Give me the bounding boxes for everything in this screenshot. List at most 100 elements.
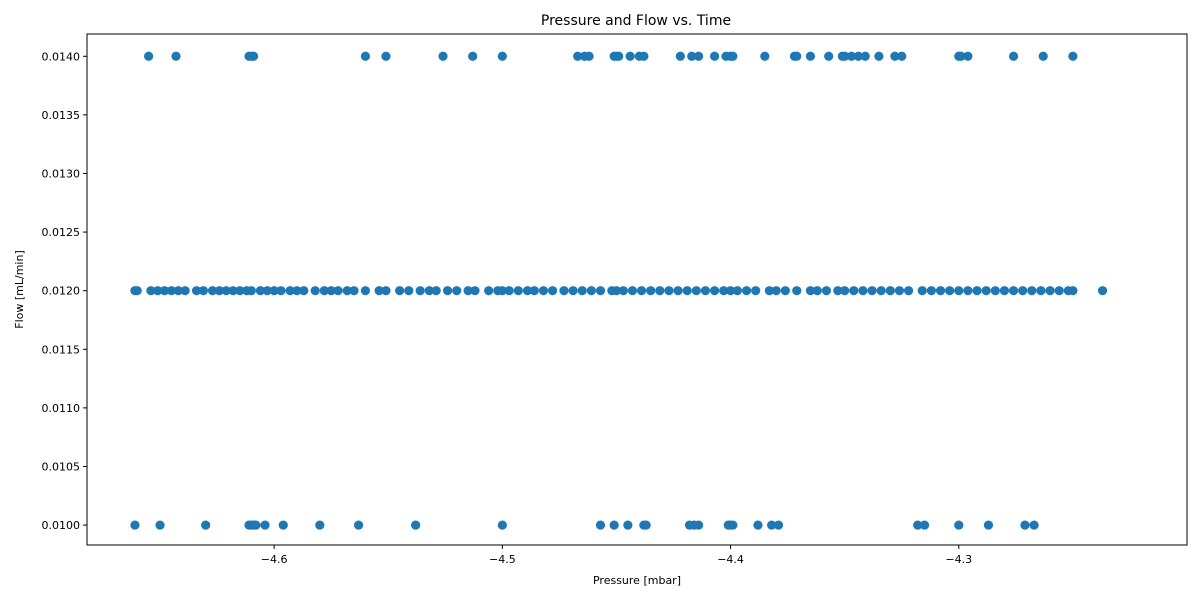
data-point [431,286,441,296]
data-point [792,286,802,296]
data-point [876,286,886,296]
data-point [381,51,391,61]
data-point [315,520,325,530]
data-point [415,286,425,296]
data-point [255,286,266,296]
data-point [262,286,272,296]
data-point [890,51,900,61]
data-point [741,286,752,296]
data-point [442,286,453,296]
y-axis-ticks: 0.0100 0.0105 0.0110 0.0115 0.0120 0.0125 0.01… [42,50,87,532]
data-point [173,286,183,296]
data-point [725,286,736,296]
data-point [611,286,622,296]
x-tick-label: −4.4 [717,553,744,566]
data-point [171,51,181,61]
data-point [694,51,704,61]
y-tick-label: 0.0105 [42,460,81,473]
data-point [484,286,494,296]
data-point [732,286,743,296]
data-point [146,286,156,296]
data-point [805,51,816,61]
data-point [497,520,507,530]
data-point [1029,520,1039,530]
data-point [963,51,973,61]
scatter-points [130,51,1108,530]
data-point [547,286,558,296]
data-point [278,520,288,530]
data-point [228,286,238,296]
data-point [1038,51,1048,61]
data-point [201,520,211,530]
data-point [655,286,665,296]
data-point [894,286,905,296]
data-point [235,286,245,296]
data-point [609,520,619,530]
data-point [840,51,850,61]
data-point [917,286,927,296]
data-point [595,520,606,530]
data-point [675,51,685,61]
chart-title: Pressure and Flow vs. Time [541,13,731,29]
data-point [285,286,295,296]
data-point [682,286,692,296]
data-point [764,286,774,296]
data-point [821,286,832,296]
data-point [159,286,170,296]
data-point [897,51,907,61]
data-point [664,286,674,296]
data-point [913,520,923,530]
data-point [641,520,651,530]
data-point [983,520,994,530]
x-axis-label: Pressure [mbar] [593,574,681,587]
data-point [191,286,202,296]
data-point [792,51,802,61]
data-point [529,286,539,296]
data-point [326,286,336,296]
data-point [694,520,704,530]
data-point [639,51,649,61]
data-point [497,51,507,61]
y-tick-label: 0.0115 [42,343,81,356]
data-point [860,51,870,61]
data-point [858,286,868,296]
data-point [214,286,224,296]
data-point [753,520,763,530]
x-tick-label: −4.5 [489,553,516,566]
data-point [595,286,606,296]
data-point [614,51,624,61]
data-point [1068,286,1078,296]
data-point [824,51,834,61]
y-tick-label: 0.0140 [42,50,81,63]
data-point [945,286,955,296]
data-point [728,51,738,61]
x-tick-label: −4.3 [945,553,972,566]
plot-area-frame [86,33,1188,546]
data-point [903,286,914,296]
data-point [1036,286,1046,296]
data-point [269,286,279,296]
data-point [935,286,946,296]
data-point [709,286,720,296]
data-point [360,286,371,296]
data-point [333,286,343,296]
data-point [198,286,208,296]
data-point [687,51,697,61]
data-point [497,286,507,296]
data-point [381,286,391,296]
data-point [180,286,190,296]
data-point [812,286,822,296]
data-point [954,286,964,296]
y-tick-label: 0.0130 [42,167,81,180]
data-point [1045,286,1055,296]
data-point [1018,286,1028,296]
data-point [646,286,656,296]
data-point [1054,286,1064,296]
data-point [438,51,448,61]
data-point [625,51,635,61]
data-point [1068,51,1078,61]
data-point [292,286,302,296]
data-point [251,520,261,530]
